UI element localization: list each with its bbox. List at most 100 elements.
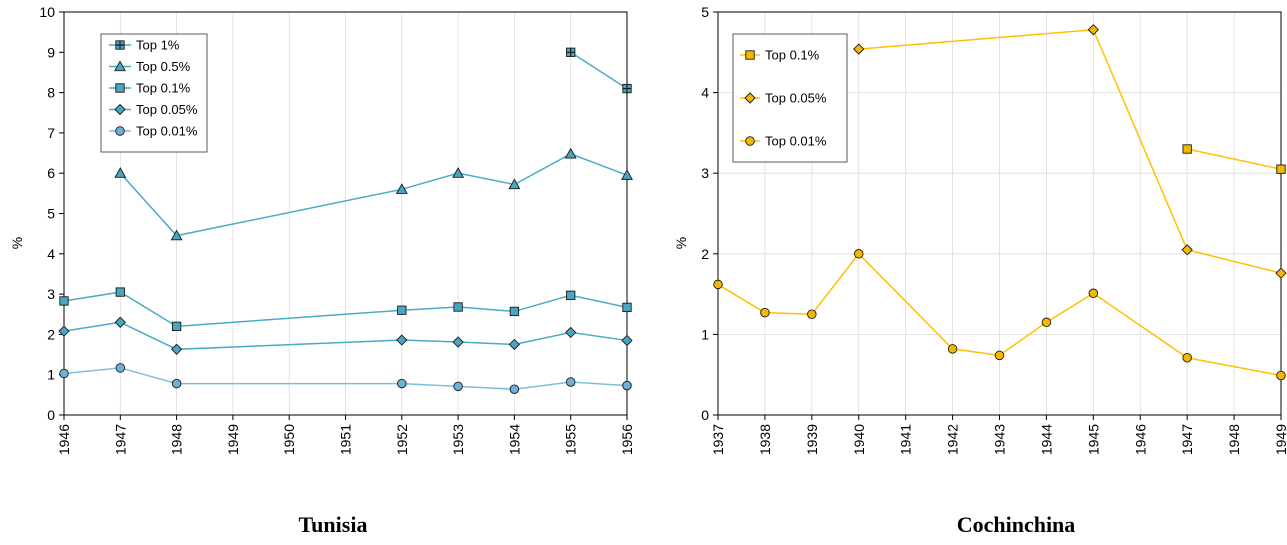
cochinchina-point-top-0-1-1947 — [1182, 144, 1192, 154]
tunisia-point-top-0-01-1954 — [509, 384, 520, 394]
tunisia-y-tick-label-0: 0 — [47, 407, 55, 423]
tunisia-y-tick-label-10: 10 — [39, 4, 55, 20]
cochinchina-x-tick-label-1940: 1940 — [851, 424, 867, 455]
tunisia-y-tick-label-5: 5 — [47, 206, 55, 222]
cochinchina-point-top-0-01-1949 — [1276, 370, 1286, 381]
tunisia-legend-entries: Top 1% Top 0.5% Top 0.1% Top 0.05% Top 0.01% — [109, 38, 198, 139]
cochinchina-point-top-0-01-1938 — [760, 307, 770, 318]
cochinchina-legend-entries: Top 0.1% Top 0.05% Top 0.01% — [740, 48, 827, 149]
tunisia-point-top-0-01-1955 — [565, 377, 576, 387]
tunisia-legend-label-top-0-5: Top 0.5% — [136, 59, 191, 74]
cochinchina-legend-label-top-0-1: Top 0.1% — [765, 48, 820, 63]
tunisia-point-top-0-05-1955 — [565, 326, 577, 339]
cochinchina-legend-marker-top-0-01 — [745, 136, 755, 146]
tunisia-legend-marker-top-1 — [115, 40, 125, 50]
marker-cross — [115, 40, 125, 50]
tunisia-point-top-0-1-1948 — [171, 321, 182, 331]
tunisia-y-tick-label-8: 8 — [47, 85, 55, 101]
tunisia-x-tick-label-1956: 1956 — [619, 424, 635, 455]
tunisia-point-top-1-1955 — [566, 47, 576, 57]
cochinchina-legend-marker-top-0-05 — [744, 92, 756, 104]
cochinchina-point-top-0-01-1944 — [1041, 317, 1052, 328]
tunisia-x-tick-label-1955: 1955 — [563, 424, 579, 455]
cochinchina-point-top-0-05-1947 — [1181, 244, 1193, 256]
tunisia-legend-label-top-1: Top 1% — [136, 38, 180, 53]
tunisia-y-tick-label-4: 4 — [47, 246, 55, 262]
cochinchina-x-tick-label-1938: 1938 — [757, 424, 773, 455]
cochinchina-point-top-0-01-1940 — [854, 249, 864, 259]
tunisia-y-tick-label-6: 6 — [47, 165, 55, 181]
cochinchina-line-top-0-01 — [717, 252, 1282, 377]
tunisia-point-top-0-1-1947 — [115, 287, 125, 297]
tunisia-x-tick-label-1953: 1953 — [450, 424, 466, 455]
tunisia-line-top-0-1 — [63, 291, 628, 328]
tunisia-point-top-0-05-1953 — [452, 336, 464, 348]
tunisia-y-tick-label-1: 1 — [47, 367, 55, 383]
tunisia-x-tick-label-1950: 1950 — [281, 424, 297, 455]
tunisia-point-top-0-01-1956 — [622, 380, 632, 391]
tunisia-point-top-0-05-1954 — [508, 338, 521, 351]
tunisia-series — [58, 47, 633, 394]
marker-cross — [622, 84, 632, 93]
tunisia-legend-label-top-0-1: Top 0.1% — [136, 81, 191, 96]
cochinchina-caption: Cochinchina — [957, 512, 1076, 537]
tunisia-x-tick-label-1952: 1952 — [394, 424, 410, 455]
cochinchina-point-top-0-01-1947 — [1182, 353, 1192, 363]
tunisia-point-top-0-1-1954 — [509, 306, 520, 317]
cochinchina-x-tick-label-1945: 1945 — [1085, 424, 1101, 455]
tunisia-x-tick-label-1954: 1954 — [506, 424, 522, 455]
cochinchina-point-top-0-05-1945 — [1087, 24, 1099, 36]
tunisia-y-tick-label-7: 7 — [47, 125, 55, 141]
tunisia-x-tick-label-1946: 1946 — [56, 424, 72, 455]
cochinchina-line-top-0-1 — [1187, 148, 1282, 170]
tunisia-point-top-0-5-1955 — [564, 147, 577, 159]
cochinchina-x-tick-label-1946: 1946 — [1132, 424, 1148, 455]
cochinchina-point-top-0-01-1942 — [947, 344, 958, 354]
cochinchina-x-tick-label-1948: 1948 — [1226, 424, 1242, 455]
tunisia-point-top-0-5-1954 — [508, 178, 521, 190]
cochinchina-x-tick-label-1943: 1943 — [992, 424, 1008, 455]
tunisia-legend: Top 1% Top 0.5% Top 0.1% Top 0.05% Top 0.01% — [100, 33, 208, 153]
tunisia-line-top-0-5 — [119, 153, 628, 237]
cochinchina-x-tick-label-1947: 1947 — [1179, 424, 1195, 455]
cochinchina-point-top-0-05-1949 — [1275, 267, 1287, 279]
tunisia-point-top-0-5-1947 — [114, 167, 127, 178]
cochinchina-x-tick-label-1942: 1942 — [945, 424, 961, 455]
cochinchina-x-tick-label-1949: 1949 — [1273, 424, 1287, 455]
tunisia-point-top-0-01-1946 — [59, 368, 69, 379]
tunisia-point-top-0-01-1952 — [397, 378, 407, 389]
marker-cross — [566, 48, 575, 57]
tunisia-point-top-0-1-1956 — [622, 302, 632, 313]
cochinchina-y-axis-label: % — [673, 237, 689, 249]
tunisia-x-tick-label-1948: 1948 — [169, 424, 185, 455]
cochinchina-y-tick-label-1: 1 — [701, 326, 709, 342]
cochinchina-y-tick-label-0: 0 — [701, 407, 709, 423]
tunisia-x-tick-label-1949: 1949 — [225, 424, 241, 455]
cochinchina-legend-label-top-0-05: Top 0.05% — [765, 91, 827, 106]
cochinchina-chart: 1937 1938 1939 1940 1941 1942 1943 1944 1945 1946… — [673, 4, 1287, 537]
cochinchina-x-tick-label-1939: 1939 — [804, 424, 820, 455]
tunisia-point-top-0-05-1956 — [621, 334, 633, 347]
tunisia-axes: 1946 1947 1948 1949 1950 1951 1952 1953 1954 1955… — [39, 4, 635, 455]
cochinchina-x-tick-label-1944: 1944 — [1038, 424, 1054, 455]
tunisia-point-top-0-01-1953 — [453, 381, 463, 392]
cochinchina-point-top-0-01-1939 — [807, 309, 817, 320]
tunisia-x-tick-label-1947: 1947 — [112, 424, 128, 455]
cochinchina-axes: 1937 1938 1939 1940 1941 1942 1943 1944 1945 1946… — [701, 4, 1287, 455]
cochinchina-legend-marker-top-0-1 — [745, 50, 755, 60]
tunisia-point-top-0-1-1946 — [59, 296, 69, 306]
cochinchina-x-tick-label-1941: 1941 — [898, 424, 914, 455]
tunisia-line-top-0-01 — [63, 367, 628, 390]
cochinchina-point-top-0-01-1943 — [994, 350, 1005, 361]
cochinchina-series — [713, 24, 1287, 381]
tunisia-point-top-0-1-1955 — [566, 290, 576, 300]
cochinchina-y-tick-label-5: 5 — [701, 4, 709, 20]
tunisia-y-tick-label-2: 2 — [47, 326, 55, 342]
tunisia-line-top-0-05 — [63, 321, 628, 351]
cochinchina-point-top-0-01-1937 — [713, 279, 723, 290]
tunisia-caption: Tunisia — [299, 512, 368, 537]
tunisia-point-top-0-05-1947 — [114, 316, 126, 328]
tunisia-point-top-1-1956 — [622, 83, 632, 94]
tunisia-line-top-1 — [570, 51, 628, 90]
